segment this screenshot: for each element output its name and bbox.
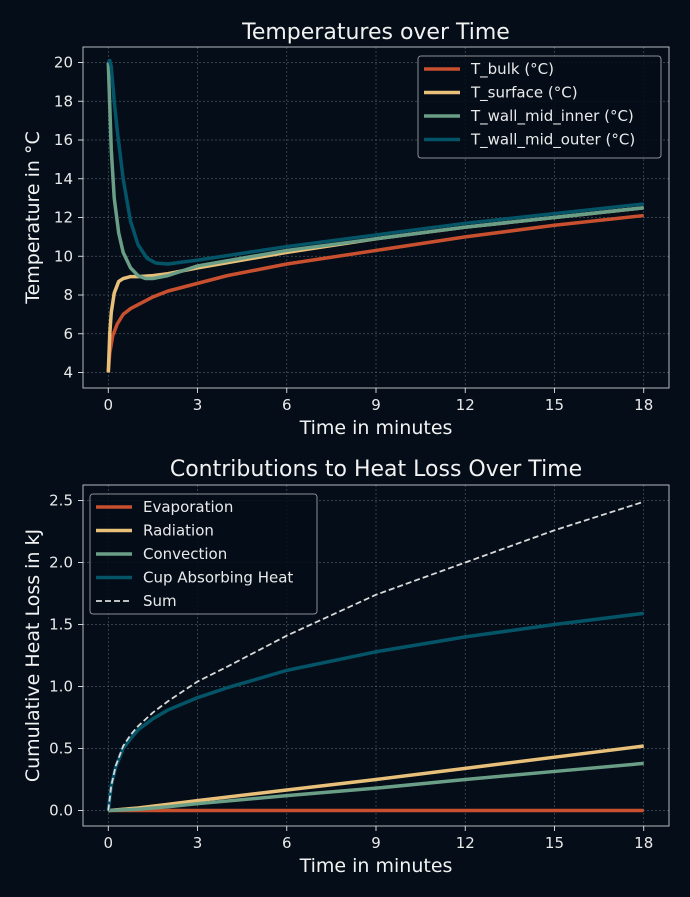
legend-box (89, 493, 318, 615)
legend-label: Cup Absorbing Heat (143, 569, 293, 587)
y-tick-label: 0.0 (49, 802, 73, 820)
legend-label: Sum (143, 592, 177, 610)
y-tick-label: 2.5 (49, 492, 73, 510)
chart-panel-1: 0 3 6 9 12 15 18 4 6 8 10 12 14 16 18 20 Temperatures ov… (22, 20, 670, 439)
x-tick-label: 18 (634, 834, 653, 852)
series-line-t-wall-mid-inner-c (106, 62, 644, 281)
legend: Evaporation Radiation Convection Cup Absorb… (89, 493, 318, 615)
y-tick-label: 2.0 (49, 554, 73, 572)
chart-panel-2: 0 3 6 9 12 15 18 0.0 0.5 1.0 1.5 2.0 2.5 Contribution… (22, 457, 670, 877)
x-tick-label: 12 (456, 834, 475, 852)
series-line-t-wall-mid-outer-c (106, 58, 644, 266)
series-line-radiation (108, 744, 644, 813)
y-tick-label: 14 (54, 170, 73, 188)
y-tick-label: 10 (54, 247, 73, 265)
y-tick-label: 1.5 (49, 616, 73, 634)
x-tick-label: 0 (104, 396, 114, 414)
x-tick-label: 6 (282, 396, 292, 414)
series-line-t-bulk-c (106, 213, 644, 373)
legend: T_bulk (°C) T_surface (°C) T_wall_mid_inne… (417, 55, 662, 159)
y-tick-label: 16 (54, 131, 73, 149)
x-tick-label: 9 (371, 396, 381, 414)
y-tick-label: 4 (63, 364, 73, 382)
y-tick-label: 8 (63, 286, 73, 304)
x-tick-label: 3 (193, 396, 203, 414)
legend-label: T_bulk (°C) (470, 60, 554, 79)
y-tick-label: 12 (54, 209, 73, 227)
y-tick-label: 20 (54, 54, 73, 72)
y-tick-label: 18 (54, 92, 73, 110)
chart-title: Contributions to Heat Loss Over Time (170, 457, 582, 482)
x-tick-label: 15 (545, 396, 564, 414)
legend-label: T_wall_mid_inner (°C) (470, 107, 634, 126)
x-axis-label: Time in minutes (299, 417, 453, 439)
legend-label: T_surface (°C) (470, 84, 578, 103)
x-tick-label: 6 (282, 834, 292, 852)
legend-label: Radiation (143, 522, 214, 540)
y-tick-label: 0.5 (49, 740, 73, 758)
y-tick-label: 1.0 (49, 678, 73, 696)
series-line-convection (108, 761, 644, 813)
series-line-sum (107, 500, 644, 811)
x-tick-label: 9 (371, 834, 381, 852)
y-tick-label: 6 (63, 325, 73, 343)
legend-label: Evaporation (143, 498, 233, 516)
legend-label: Convection (143, 545, 227, 563)
x-tick-label: 3 (193, 834, 203, 852)
chart-title: Temperatures over Time (241, 20, 510, 45)
legend-label: T_wall_mid_outer (°C) (470, 131, 635, 150)
y-axis-label: Temperature in °C (22, 131, 44, 305)
x-axis-label: Time in minutes (299, 855, 453, 877)
y-axis-label: Cumulative Heat Loss in kJ (22, 529, 44, 782)
x-tick-label: 15 (545, 834, 564, 852)
x-tick-label: 0 (104, 834, 114, 852)
x-tick-label: 18 (634, 396, 653, 414)
legend-box (417, 55, 662, 159)
x-tick-label: 12 (456, 396, 475, 414)
